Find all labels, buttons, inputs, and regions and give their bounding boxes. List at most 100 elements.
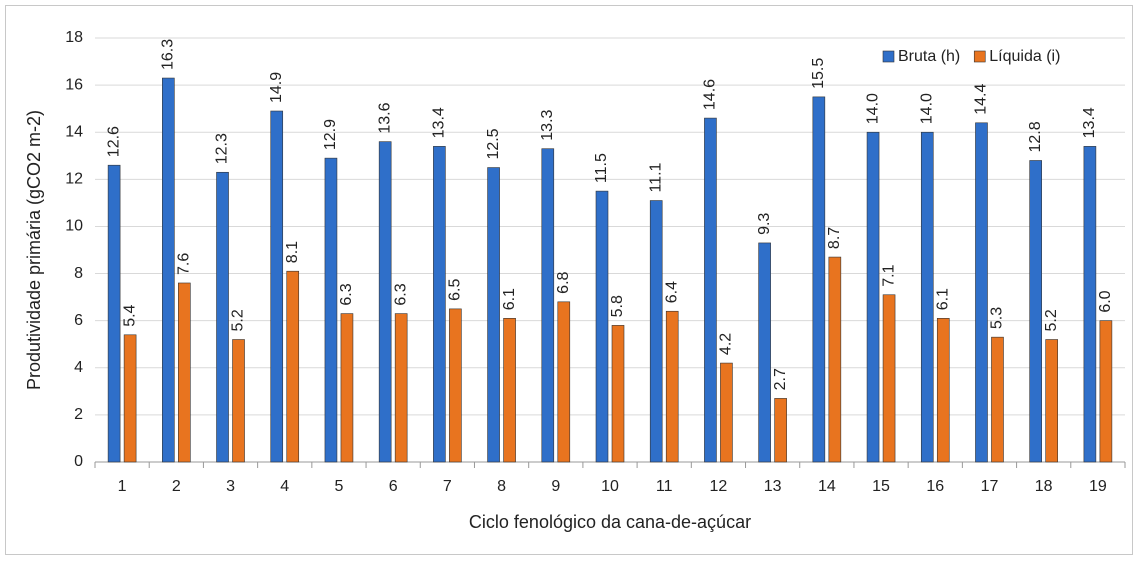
bar	[487, 167, 500, 463]
bar	[882, 294, 896, 463]
bar	[920, 131, 934, 463]
value-label: 6.5	[447, 279, 464, 301]
bar	[991, 336, 1004, 463]
bar	[107, 164, 121, 463]
value-label: 6.4	[663, 281, 680, 303]
value-label: 8.1	[284, 241, 301, 263]
bar	[665, 310, 679, 463]
bar	[340, 313, 354, 463]
chart-border	[5, 5, 1133, 555]
y-tick-label: 10	[65, 218, 83, 235]
value-label: 11.5	[593, 153, 610, 183]
bar	[541, 148, 555, 463]
legend-label: Bruta (h)	[898, 48, 960, 65]
y-tick-label: 14	[65, 123, 83, 140]
bar	[758, 242, 771, 463]
value-label: 8.7	[826, 227, 843, 249]
x-tick-label: 5	[334, 478, 343, 495]
legend-swatch	[882, 50, 895, 63]
x-tick-label: 12	[710, 478, 728, 495]
x-tick-label: 16	[926, 478, 944, 495]
bar	[216, 171, 229, 463]
y-tick-label: 0	[74, 453, 83, 470]
value-label: 13.6	[376, 102, 393, 133]
value-label: 12.8	[1027, 121, 1044, 152]
value-label: 5.3	[989, 307, 1006, 329]
bar	[1029, 160, 1042, 463]
x-tick-label: 19	[1089, 478, 1107, 495]
bar	[704, 117, 717, 463]
legend-label: Líquida (i)	[989, 48, 1060, 65]
x-tick-label: 8	[497, 478, 506, 495]
bar	[123, 334, 137, 463]
bar	[774, 398, 787, 463]
bar	[503, 318, 516, 463]
y-tick-label: 8	[74, 265, 83, 282]
value-label: 6.3	[338, 283, 355, 305]
legend-swatch	[973, 50, 986, 63]
value-label: 7.1	[880, 264, 897, 286]
x-tick-label: 4	[280, 478, 289, 495]
value-label: 13.4	[1081, 107, 1098, 138]
value-label: 12.5	[485, 128, 502, 159]
y-tick-label: 16	[65, 76, 83, 93]
value-label: 6.3	[392, 283, 409, 305]
value-label: 14.9	[268, 72, 285, 103]
bar	[1083, 146, 1097, 463]
value-label: 5.2	[230, 309, 247, 331]
bar	[449, 308, 462, 463]
value-label: 5.2	[1043, 309, 1060, 331]
y-tick-label: 18	[65, 29, 83, 46]
bar	[378, 141, 392, 463]
x-tick-label: 3	[226, 478, 235, 495]
x-tick-label: 15	[872, 478, 890, 495]
y-axis-title: Produtividade primária (gCO2 m-2)	[24, 110, 44, 390]
bar	[394, 313, 408, 463]
value-label: 6.0	[1097, 290, 1114, 312]
bar	[649, 200, 663, 463]
bar	[557, 301, 571, 463]
bar	[828, 256, 842, 463]
value-label: 14.0	[918, 93, 935, 124]
x-axis-title: Ciclo fenológico da cana-de-açúcar	[469, 512, 751, 532]
x-tick-label: 18	[1035, 478, 1053, 495]
value-label: 12.9	[322, 119, 339, 150]
y-tick-label: 6	[74, 312, 83, 329]
x-tick-label: 10	[601, 478, 619, 495]
bar	[270, 110, 284, 463]
bar	[162, 77, 175, 463]
value-label: 5.4	[121, 304, 138, 326]
value-label: 14.4	[973, 84, 990, 115]
bar	[720, 362, 733, 463]
bar	[975, 122, 988, 463]
value-label: 14.6	[702, 79, 719, 110]
value-label: 16.3	[160, 39, 177, 70]
x-tick-label: 14	[818, 478, 836, 495]
value-label: 11.1	[647, 162, 664, 192]
value-label: 12.3	[214, 133, 231, 164]
x-tick-label: 13	[764, 478, 782, 495]
value-label: 15.5	[810, 58, 827, 89]
bar	[812, 96, 826, 463]
y-tick-label: 4	[74, 359, 83, 376]
bar	[595, 190, 609, 463]
x-tick-label: 7	[443, 478, 452, 495]
x-tick-label: 17	[981, 478, 999, 495]
bar	[324, 157, 338, 463]
bar	[866, 131, 880, 463]
x-tick-label: 9	[551, 478, 560, 495]
value-label: 6.1	[934, 288, 951, 310]
x-tick-label: 2	[172, 478, 181, 495]
value-label: 14.0	[864, 93, 881, 124]
y-tick-label: 2	[74, 406, 83, 423]
bar	[433, 146, 446, 463]
x-tick-label: 1	[118, 478, 127, 495]
value-label: 13.4	[431, 107, 448, 138]
x-tick-label: 6	[389, 478, 398, 495]
value-label: 7.6	[176, 253, 193, 275]
bar	[178, 282, 191, 463]
bar	[1099, 320, 1113, 463]
value-label: 13.3	[539, 109, 556, 140]
y-tick-label: 12	[65, 171, 83, 188]
